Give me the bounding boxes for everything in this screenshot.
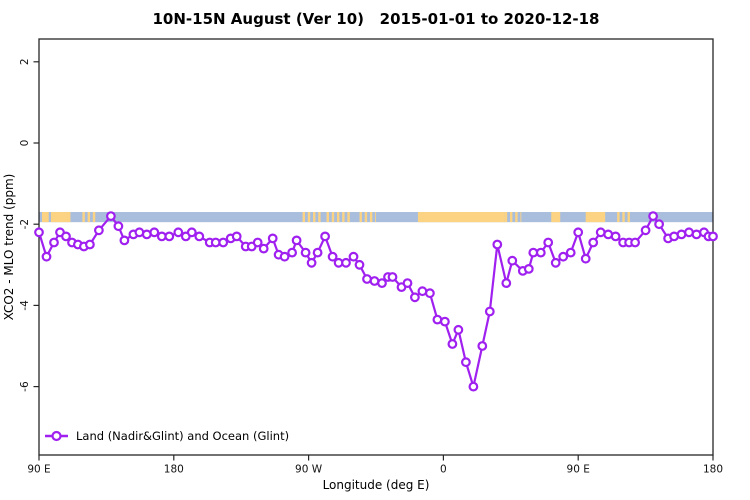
data-point-marker [61, 231, 71, 242]
x-tick-label: 90 E [567, 464, 590, 476]
data-point-marker [327, 251, 338, 262]
band-land-segment [417, 212, 505, 223]
data-point-marker [84, 239, 95, 250]
data-point-marker [231, 231, 242, 242]
x-axis-label: Longitude (deg E) [323, 478, 430, 492]
y-tick-label: 2 [19, 58, 31, 65]
data-point-marker [640, 225, 651, 236]
data-point-marker [312, 247, 323, 258]
data-point-marker [654, 219, 664, 230]
band-land-segment [551, 212, 561, 223]
data-point-marker [630, 237, 640, 248]
data-point-marker [440, 316, 450, 327]
y-tick-label: -6 [19, 381, 31, 392]
data-point-marker [402, 278, 413, 289]
data-point-marker [708, 231, 718, 242]
band-land-segment [41, 212, 49, 223]
data-point-marker [113, 221, 124, 232]
data-point-marker [565, 247, 576, 258]
legend-label: Land (Nadir&Glint) and Ocean (Glint) [76, 429, 289, 443]
data-point-marker [34, 227, 44, 238]
data-point-marker [173, 227, 184, 238]
data-point-marker [93, 225, 104, 236]
data-point-marker [387, 272, 398, 282]
y-tick-label: -2 [19, 219, 31, 229]
x-tick-label: 180 [703, 464, 723, 476]
data-point-marker [523, 264, 534, 274]
data-point-marker [573, 227, 584, 238]
data-point-marker [354, 259, 365, 270]
band-land-segment [585, 212, 606, 223]
data-point-marker [149, 227, 160, 238]
data-point-marker [252, 237, 263, 248]
data-point-marker [287, 247, 298, 258]
data-point-marker [306, 257, 317, 268]
data-point-marker [580, 253, 591, 264]
data-point-marker [447, 339, 458, 349]
data-point-marker [648, 211, 658, 222]
y-tick-label: 0 [19, 140, 31, 147]
band-land-segment [50, 212, 71, 223]
data-point-marker [425, 288, 435, 299]
data-point-marker [535, 247, 546, 258]
x-tick-label: 0 [440, 464, 447, 476]
data-point-marker [291, 235, 302, 246]
x-tick-label: 90 E [27, 464, 50, 476]
data-point-marker [550, 257, 561, 268]
data-point-marker [492, 239, 503, 250]
x-tick-label: 180 [164, 464, 184, 476]
x-axis-ticks: 90 E 180 90 W 0 90 E 180 [27, 455, 723, 476]
data-point-marker [468, 381, 479, 392]
data-point-marker [377, 278, 387, 289]
data-point-marker [507, 255, 518, 266]
data-point-marker [320, 231, 331, 242]
data-point-marker [119, 235, 130, 246]
data-point-marker [194, 231, 205, 242]
legend: Land (Nadir&Glint) and Ocean (Glint) [45, 429, 289, 443]
data-point-marker [610, 231, 621, 242]
data-point-marker [164, 231, 175, 242]
data-point-marker [105, 211, 116, 222]
y-tick-label: -4 [19, 300, 31, 311]
data-series [34, 211, 718, 392]
data-point-marker [461, 357, 471, 368]
data-point-marker [484, 306, 495, 317]
data-point-marker [258, 243, 269, 254]
chart-title: 10N-15N August (Ver 10) 2015-01-01 to 20… [153, 10, 600, 28]
data-point-marker [267, 233, 278, 244]
data-point-marker [186, 227, 197, 238]
legend-marker-icon [51, 430, 62, 442]
data-point-marker [588, 237, 599, 248]
data-point-marker [453, 324, 464, 335]
data-point-marker [300, 247, 311, 258]
series-line [37, 215, 713, 388]
data-point-marker [41, 251, 52, 262]
data-point-marker [558, 251, 569, 262]
land-ocean-band [39, 212, 713, 223]
data-point-marker [218, 237, 229, 248]
y-axis-label: XCO2 - MLO trend (ppm) [2, 174, 16, 321]
data-point-marker [49, 237, 59, 248]
y-axis-ticks: 2 0 -2 -4 -6 [19, 58, 39, 392]
data-point-marker [477, 341, 488, 351]
x-tick-label: 90 W [295, 464, 323, 476]
plot-border [38, 38, 714, 456]
data-point-marker [410, 292, 420, 303]
data-point-marker [279, 251, 290, 262]
data-point-marker [501, 278, 512, 289]
data-point-marker [348, 251, 359, 262]
data-point-marker [543, 237, 554, 248]
data-point-marker [341, 257, 351, 268]
